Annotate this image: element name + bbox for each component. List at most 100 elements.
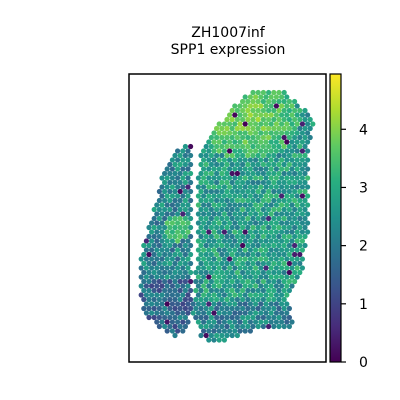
expression-spot bbox=[175, 274, 181, 280]
expression-spot bbox=[214, 242, 220, 249]
expression-spot bbox=[289, 220, 295, 226]
expression-spot bbox=[208, 260, 214, 267]
expression-spot bbox=[195, 265, 201, 271]
expression-spot bbox=[208, 305, 214, 312]
expression-spot bbox=[245, 233, 251, 240]
expression-spot bbox=[250, 278, 256, 285]
expression-spot bbox=[232, 184, 238, 190]
expression-spot bbox=[172, 296, 178, 303]
expression-spot bbox=[302, 197, 308, 204]
expression-spot bbox=[211, 211, 217, 217]
expression-spot bbox=[292, 134, 298, 141]
expression-spot bbox=[172, 197, 178, 204]
expression-spot bbox=[216, 283, 222, 289]
expression-spot bbox=[182, 287, 188, 294]
expression-spot bbox=[185, 184, 191, 190]
expression-spot bbox=[263, 238, 269, 244]
expression-spot bbox=[201, 292, 207, 298]
expression-spot bbox=[247, 112, 253, 118]
expression-spot bbox=[289, 130, 295, 136]
expression-spot bbox=[164, 238, 170, 244]
expression-spot bbox=[193, 278, 199, 285]
expression-spot bbox=[169, 175, 175, 181]
expression-spot bbox=[167, 242, 173, 249]
expression-spot bbox=[188, 143, 194, 150]
expression-spot bbox=[299, 202, 305, 208]
expression-spot bbox=[203, 323, 209, 330]
expression-spot bbox=[138, 274, 144, 280]
expression-spot bbox=[224, 260, 230, 267]
expression-spot bbox=[141, 242, 147, 249]
expression-spot bbox=[219, 314, 225, 321]
expression-spot bbox=[279, 265, 285, 271]
expression-spot bbox=[263, 166, 269, 172]
expression-spot bbox=[232, 310, 238, 316]
expression-spot bbox=[253, 121, 259, 127]
expression-spot bbox=[245, 215, 251, 222]
expression-spot bbox=[242, 157, 248, 163]
expression-spot bbox=[159, 256, 165, 262]
expression-spot bbox=[284, 283, 290, 289]
expression-spot bbox=[299, 184, 305, 190]
expression-spot bbox=[292, 125, 298, 132]
expression-spot bbox=[242, 301, 248, 307]
expression-spot bbox=[240, 125, 246, 132]
expression-spot bbox=[242, 193, 248, 199]
expression-spot bbox=[177, 242, 183, 249]
expression-spot bbox=[229, 143, 235, 150]
expression-spot bbox=[247, 292, 253, 298]
expression-spot bbox=[162, 206, 168, 213]
expression-spot bbox=[188, 206, 194, 213]
expression-spot bbox=[164, 166, 170, 172]
expression-spot bbox=[214, 269, 220, 276]
expression-spot bbox=[250, 323, 256, 330]
expression-spot bbox=[268, 166, 274, 172]
expression-spot bbox=[273, 148, 279, 154]
expression-spot bbox=[240, 170, 246, 177]
expression-spot bbox=[162, 278, 168, 285]
expression-spot bbox=[175, 184, 181, 190]
expression-spot bbox=[253, 193, 259, 199]
expression-spot bbox=[305, 184, 311, 190]
expression-spot bbox=[247, 229, 253, 235]
colorbar-tick-label: 0 bbox=[359, 355, 368, 371]
expression-spot bbox=[188, 269, 194, 276]
expression-spot bbox=[159, 220, 165, 226]
expression-spot bbox=[255, 152, 261, 159]
expression-spot bbox=[234, 260, 240, 267]
expression-spot bbox=[229, 305, 235, 312]
expression-spot bbox=[260, 152, 266, 159]
expression-spot bbox=[201, 157, 207, 163]
expression-spot bbox=[211, 220, 217, 226]
expression-spot bbox=[175, 175, 181, 181]
expression-spot bbox=[271, 242, 277, 249]
expression-spot bbox=[297, 179, 303, 186]
expression-spot bbox=[266, 179, 272, 186]
expression-spot bbox=[255, 188, 261, 195]
expression-spot bbox=[193, 305, 199, 312]
expression-spot bbox=[172, 314, 178, 321]
expression-spot bbox=[159, 292, 165, 298]
expression-spot bbox=[169, 238, 175, 244]
expression-spot bbox=[268, 301, 274, 307]
expression-spot bbox=[266, 125, 272, 132]
expression-spot bbox=[305, 148, 311, 154]
expression-spot bbox=[294, 238, 300, 244]
expression-spot bbox=[188, 260, 194, 267]
expression-spot bbox=[260, 179, 266, 186]
expression-spot bbox=[271, 134, 277, 141]
expression-spot bbox=[169, 265, 175, 271]
expression-spot bbox=[185, 211, 191, 217]
expression-spot bbox=[255, 251, 261, 258]
expression-spot bbox=[276, 287, 282, 294]
expression-spot bbox=[198, 179, 204, 186]
expression-spot bbox=[271, 98, 277, 105]
expression-spot bbox=[221, 211, 227, 217]
expression-spot bbox=[180, 220, 186, 226]
expression-spot bbox=[234, 269, 240, 276]
expression-spot bbox=[237, 274, 243, 280]
expression-spot bbox=[214, 323, 220, 330]
colorbar-ticks: 0 1 2 3 4 bbox=[341, 122, 368, 371]
expression-spot bbox=[203, 305, 209, 312]
expression-spot bbox=[206, 166, 212, 172]
